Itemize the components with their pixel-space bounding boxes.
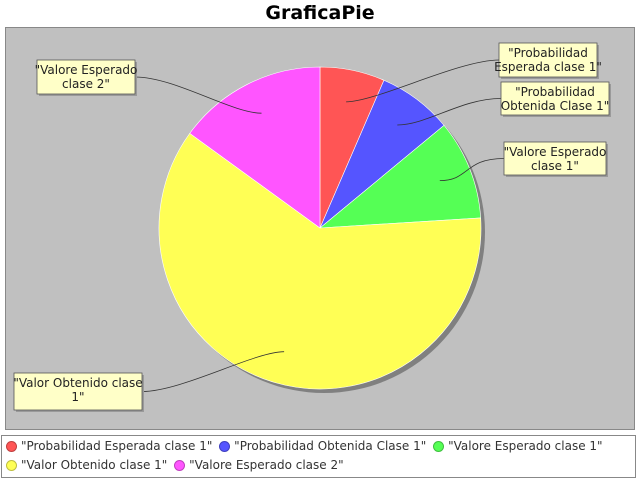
legend: "Probabilidad Esperada clase 1" "Probabi… [1, 435, 636, 478]
pie-slice [189, 66, 321, 229]
legend-item: "Valore Esperado clase 2" [174, 458, 344, 472]
pie-slices [158, 66, 482, 390]
leader-line [141, 351, 285, 392]
callout-label: "Valore Esperado [35, 63, 138, 77]
callout-label: Obtenida Clase 1" [501, 99, 610, 113]
leader-line [346, 59, 500, 103]
legend-label: "Probabilidad Obtenida Clase 1" [234, 439, 427, 453]
callout-label: clase 2" [62, 77, 110, 91]
callout-box [36, 59, 136, 95]
callout-label: clase 1" [531, 159, 579, 173]
leader-line [439, 158, 505, 181]
pie-slice [158, 132, 482, 390]
chart-title: GraficaPie [265, 2, 375, 24]
legend-row-1: "Probabilidad Esperada clase 1" "Probabi… [6, 439, 606, 459]
callout-label: "Valore Esperado [504, 145, 607, 159]
callout-label: 1" [71, 390, 84, 404]
callout-label: "Probabilidad [508, 46, 588, 60]
legend-swatch [6, 459, 17, 471]
callout-box [498, 42, 598, 78]
legend-swatch [433, 440, 445, 452]
legend-item: "Probabilidad Esperada clase 1" [6, 439, 212, 453]
leader-lines [134, 59, 505, 392]
legend-item: "Valor Obtenido clase 1" [6, 458, 167, 472]
legend-item: "Probabilidad Obtenida Clase 1" [219, 439, 426, 453]
leader-line [134, 76, 262, 114]
callout-label: "Valor Obtenido clase [13, 376, 142, 390]
legend-label: "Valor Obtenido clase 1" [21, 458, 168, 472]
callout-box [13, 372, 143, 411]
legend-label: "Valore Esperado clase 1" [448, 439, 603, 453]
callout-box [500, 81, 610, 116]
legend-label: "Valore Esperado clase 2" [189, 458, 344, 472]
leader-line [397, 98, 502, 126]
legend-label: "Probabilidad Esperada clase 1" [21, 439, 213, 453]
legend-swatch [174, 459, 186, 471]
legend-row-2: "Valor Obtenido clase 1" "Valore Esperad… [6, 458, 347, 478]
callout-label: "Probabilidad [515, 85, 595, 99]
legend-swatch [219, 440, 231, 452]
callout-box [503, 141, 607, 176]
legend-swatch [6, 440, 17, 452]
callout-label: Esperada clase 1" [494, 60, 602, 74]
legend-item: "Valore Esperado clase 1" [433, 439, 603, 453]
